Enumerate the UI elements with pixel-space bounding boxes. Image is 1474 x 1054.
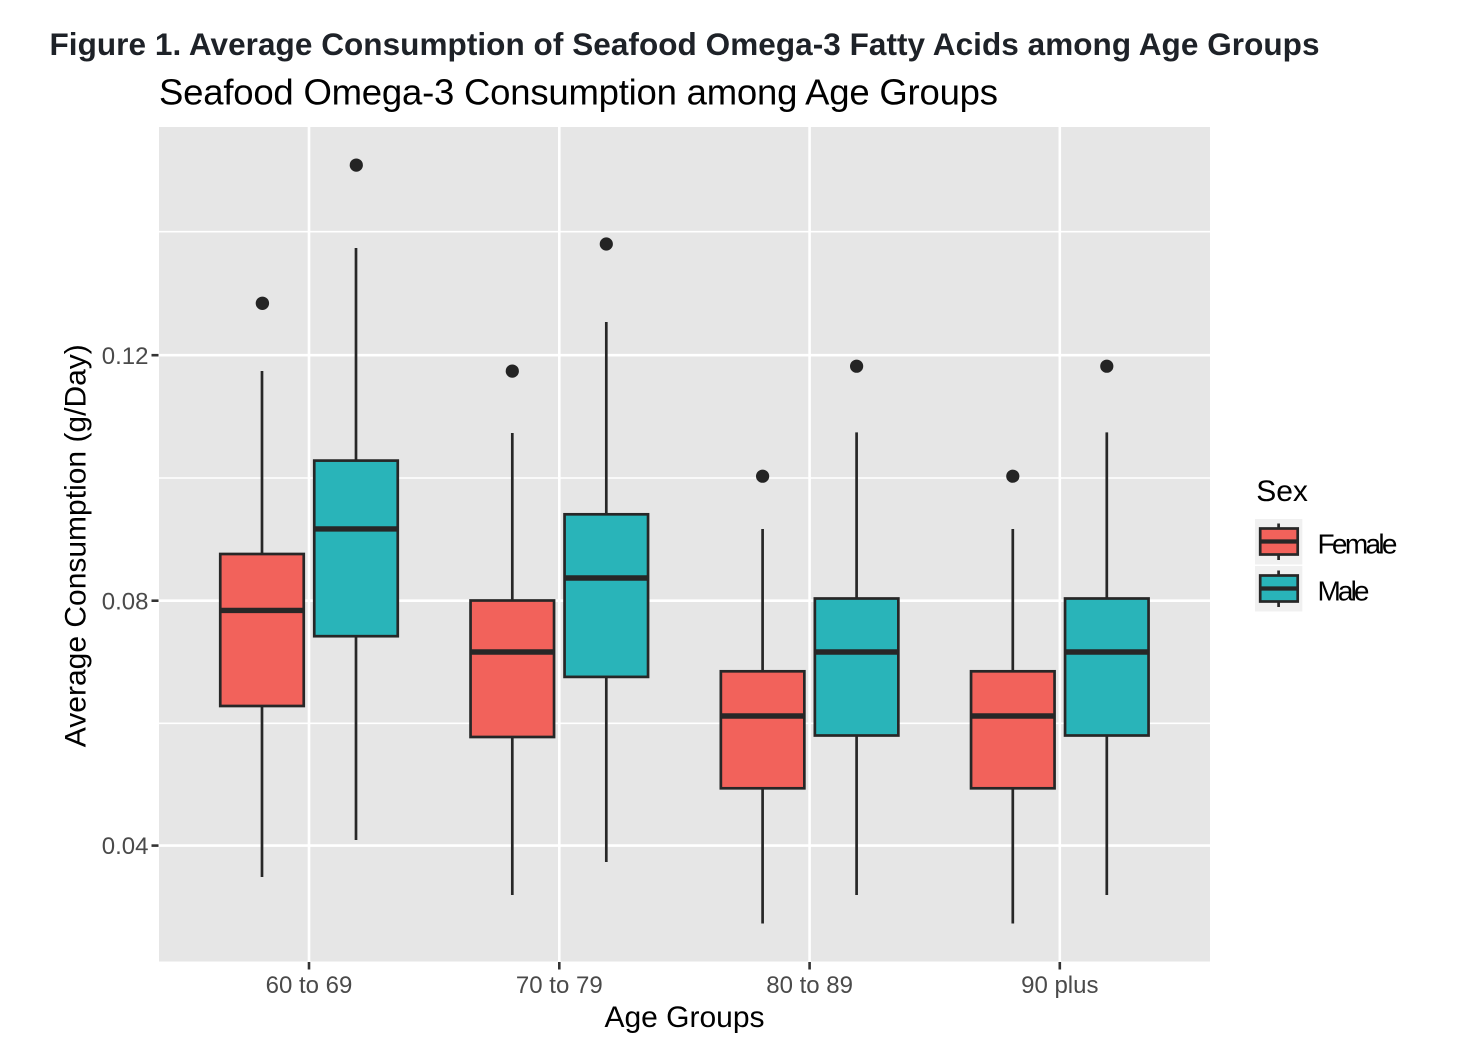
svg-text:Female: Female xyxy=(1318,529,1398,560)
svg-text:70 to 79: 70 to 79 xyxy=(516,972,603,999)
svg-text:Male: Male xyxy=(1318,576,1370,607)
svg-text:80 to 89: 80 to 89 xyxy=(766,972,853,999)
svg-text:0.08: 0.08 xyxy=(102,588,149,615)
svg-text:90 plus: 90 plus xyxy=(1021,972,1098,999)
svg-text:Figure 1. Average Consumption: Figure 1. Average Consumption of Seafood… xyxy=(50,26,1320,62)
svg-text:Age Groups: Age Groups xyxy=(604,1001,764,1034)
svg-text:0.12: 0.12 xyxy=(102,343,149,370)
svg-text:60 to 69: 60 to 69 xyxy=(266,972,353,999)
svg-text:0.04: 0.04 xyxy=(102,833,149,860)
svg-text:Seafood Omega-3 Consumption am: Seafood Omega-3 Consumption among Age Gr… xyxy=(159,72,998,113)
svg-text:Sex: Sex xyxy=(1256,475,1308,508)
svg-text:Average Consumption (g/Day): Average Consumption (g/Day) xyxy=(59,344,92,747)
